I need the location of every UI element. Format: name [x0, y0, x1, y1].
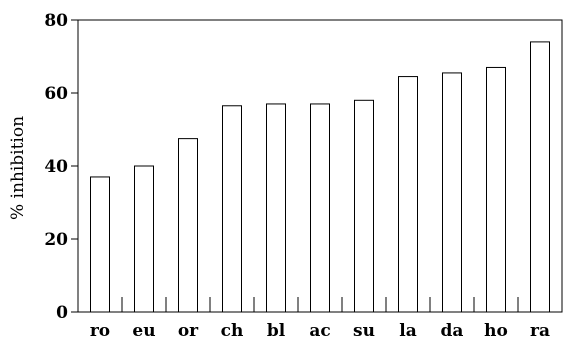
bar-or: [178, 138, 198, 313]
plot-area: 0 20 40 60 80 ro eu or ch bl ac su la da ho ra: [44, 11, 563, 340]
x-tick-label: ro: [90, 321, 110, 340]
x-tick-label: da: [441, 321, 464, 340]
x-tick-label: bl: [267, 321, 286, 340]
y-tick-label: 80: [44, 11, 68, 31]
x-tick-label: ho: [484, 321, 508, 340]
x-tick-label: la: [399, 321, 416, 340]
x-tick-label: or: [178, 321, 199, 340]
x-tick-label: su: [353, 321, 375, 340]
bar-ac: [310, 103, 330, 313]
x-tick-label: ra: [530, 321, 550, 340]
bar-eu: [134, 165, 154, 313]
bar-ro: [90, 176, 110, 313]
bar-ho: [486, 66, 506, 313]
x-tick-label: eu: [132, 321, 155, 340]
x-tick-label: ac: [309, 321, 330, 340]
y-axis-title: % inhibition: [8, 116, 28, 220]
y-tick-label: 0: [56, 303, 68, 323]
bar-su: [354, 99, 374, 313]
bar-ch: [222, 105, 242, 313]
y-tick-label: 60: [44, 84, 68, 104]
x-tick-label: ch: [221, 321, 244, 340]
bar-bl: [266, 103, 286, 313]
bar-ra: [530, 41, 550, 313]
y-tick-label: 40: [44, 157, 68, 177]
bar-da: [442, 72, 462, 313]
bar-la: [398, 76, 418, 313]
y-tick-label: 20: [44, 230, 68, 250]
